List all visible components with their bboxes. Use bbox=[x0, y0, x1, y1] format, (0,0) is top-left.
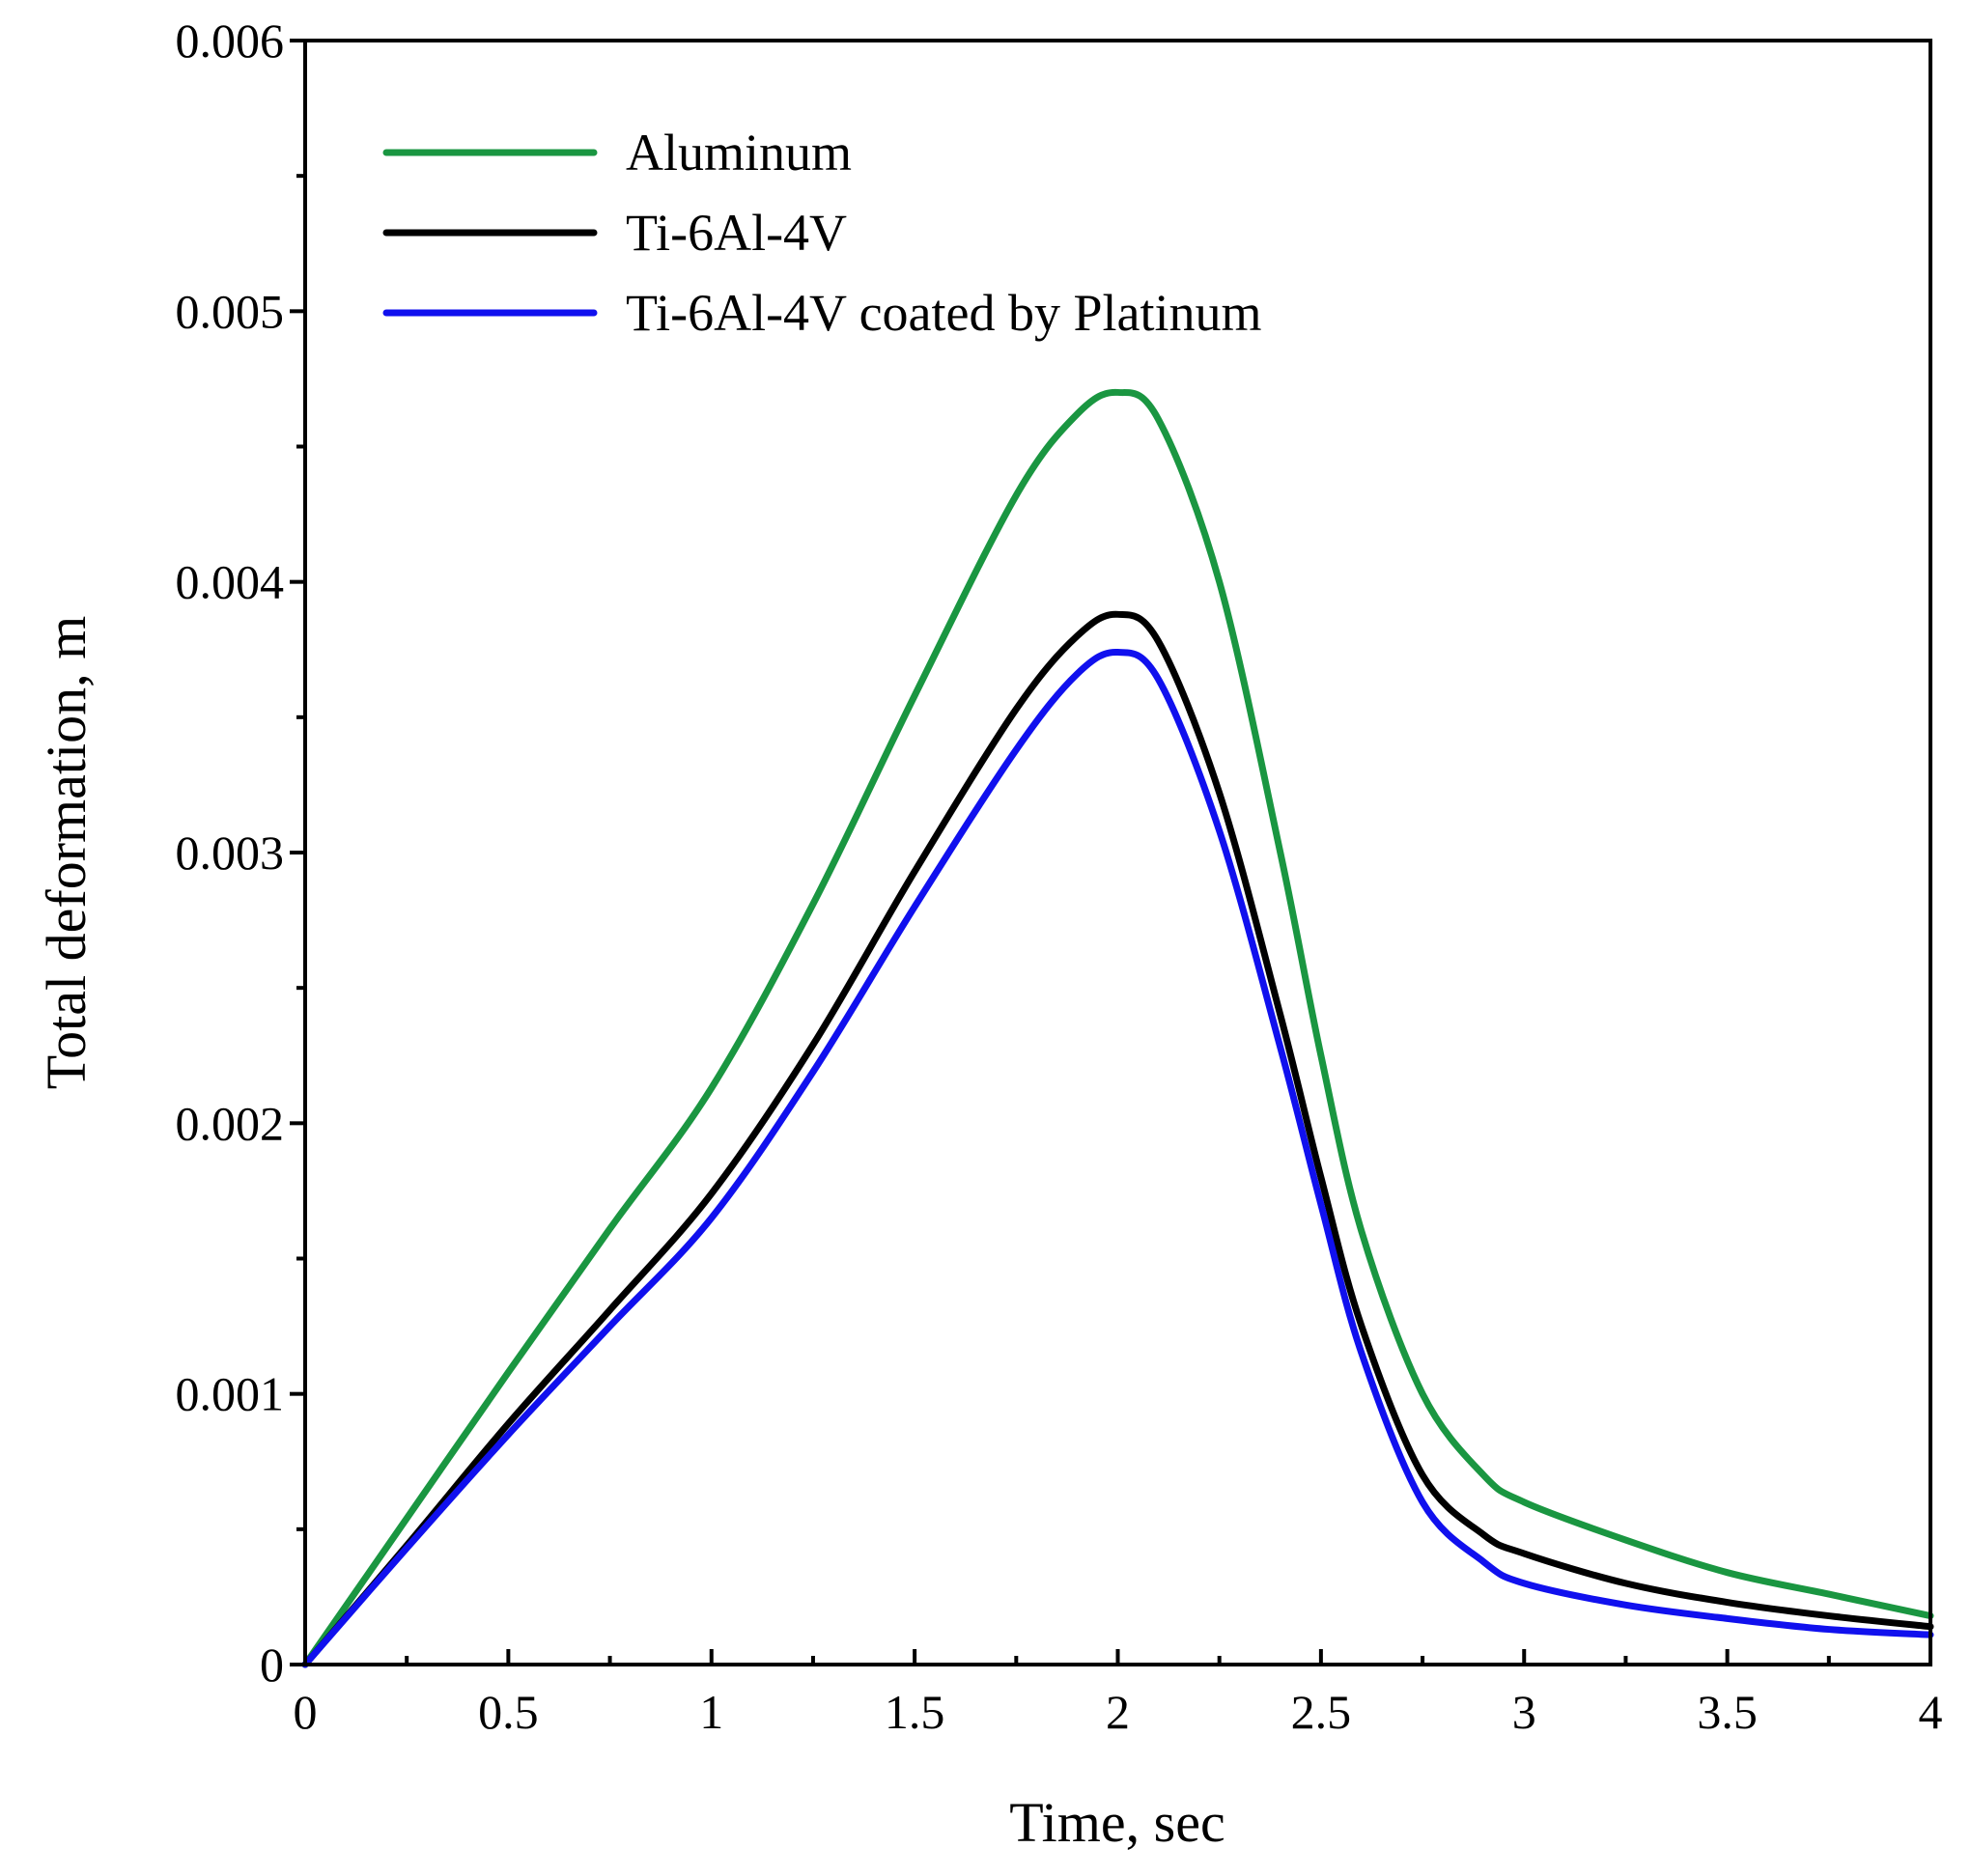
series-line-ti-6al-4v-coated-by-platinum bbox=[301, 649, 1934, 1668]
x-tick-label: 3 bbox=[1512, 1685, 1536, 1739]
legend-label: Ti-6Al-4V bbox=[626, 204, 847, 262]
y-tick-label: 0 bbox=[260, 1638, 284, 1692]
x-tick-label: 2 bbox=[1106, 1685, 1130, 1739]
plot-frame bbox=[303, 39, 1932, 1666]
series-line-ti-6al-4v bbox=[301, 610, 1934, 1668]
series-line-aluminum bbox=[301, 388, 1934, 1668]
x-tick-label: 2.5 bbox=[1291, 1685, 1352, 1739]
x-tick-label: 0.5 bbox=[478, 1685, 539, 1739]
y-tick-label: 0.006 bbox=[176, 14, 285, 68]
y-axis-title: Total deformation, m bbox=[35, 616, 98, 1089]
legend: Aluminum Ti-6Al-4V Ti-6Al-4V coated by Pla… bbox=[382, 124, 1262, 342]
y-tick-label: 0.004 bbox=[176, 555, 285, 609]
y-tick-label: 0.003 bbox=[176, 826, 285, 880]
legend-label: Ti-6Al-4V coated by Platinum bbox=[626, 284, 1262, 342]
y-tick-label: 0.005 bbox=[176, 284, 285, 338]
x-tick-label: 1.5 bbox=[885, 1685, 945, 1739]
y-tick-label: 0.001 bbox=[176, 1367, 285, 1421]
x-axis-title: Time, sec bbox=[1009, 1791, 1225, 1854]
x-tick-label: 4 bbox=[1919, 1685, 1943, 1739]
tick-labels-layer: 0 0.5 1 1.5 2 2.5 3 3.5 4 0 0.001 0.002 0.003 0.004 0.… bbox=[176, 14, 1943, 1739]
x-tick-label: 3.5 bbox=[1697, 1685, 1758, 1739]
y-tick-label: 0.002 bbox=[176, 1096, 285, 1150]
x-tick-label: 1 bbox=[699, 1685, 723, 1739]
x-tick-label: 0 bbox=[294, 1685, 318, 1739]
series-layer bbox=[301, 388, 1934, 1668]
legend-label: Aluminum bbox=[626, 124, 852, 182]
